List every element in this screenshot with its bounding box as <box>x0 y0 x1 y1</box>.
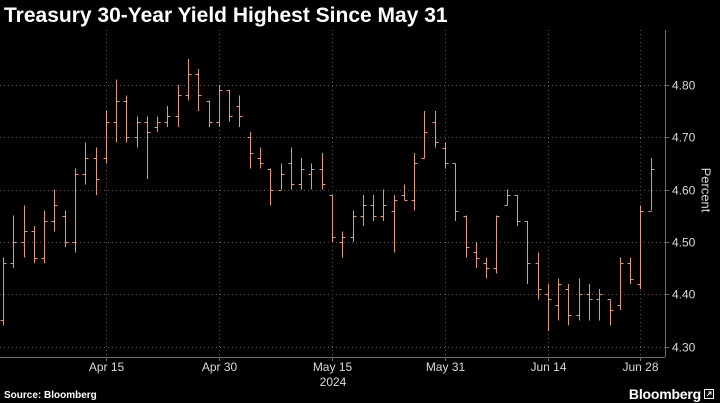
source-note: Source: Bloomberg <box>4 390 97 401</box>
y-tick-label: 4.70 <box>672 131 696 145</box>
ohlc-bar <box>565 283 572 326</box>
ohlc-bar <box>535 252 542 300</box>
ohlc-bar <box>103 111 110 164</box>
ohlc-bar <box>463 215 470 258</box>
axes <box>0 30 669 361</box>
ohlc-bar <box>0 257 7 326</box>
ohlc-bar <box>339 231 346 258</box>
axis-labels: 2024 Percent 4.30 4.40 4.50 4.60 4.70 4.80 Apr… <box>89 79 714 390</box>
ohlc-bar <box>123 95 130 143</box>
x-tick-label: Jun 14 <box>530 360 566 374</box>
ohlc-bar <box>175 84 182 127</box>
ohlc-bar <box>134 116 141 148</box>
ohlc-bar <box>113 79 120 143</box>
ohlc-bar <box>226 90 233 122</box>
x-tick-label: May 15 <box>313 360 353 374</box>
ohlc-bar <box>524 220 531 284</box>
ohlc-bar <box>257 147 264 169</box>
ohlc-bar <box>21 205 28 258</box>
ohlc-bar <box>493 215 500 274</box>
ohlc-bar <box>278 163 285 191</box>
ohlc-bar <box>421 111 428 159</box>
chart-title: Treasury 30-Year Yield Highest Since May… <box>4 4 448 27</box>
ohlc-bar <box>401 184 408 201</box>
gridlines <box>0 30 665 357</box>
ohlc-bar <box>617 257 624 310</box>
ohlc-bar <box>319 152 326 190</box>
bloomberg-logo: Bloomberg <box>629 386 714 402</box>
bloomberg-logo-text: Bloomberg <box>628 386 701 402</box>
x-axis-year-label: 2024 <box>320 375 347 389</box>
ohlc-bar <box>51 189 58 232</box>
ohlc-bar <box>236 95 243 127</box>
ohlc-bar <box>62 210 69 248</box>
ohlc-bar <box>154 116 161 133</box>
ohlc-bar <box>308 163 315 190</box>
ohlc-bar <box>93 147 100 195</box>
y-tick-label: 4.60 <box>672 184 696 198</box>
ohlc-bars <box>0 58 655 331</box>
ohlc-bar <box>329 194 336 242</box>
ohlc-bar <box>442 142 449 169</box>
x-tick-label: Jun 28 <box>622 360 658 374</box>
ohlc-bar <box>545 283 552 331</box>
ohlc-bar <box>206 100 213 127</box>
ohlc-bar <box>555 278 562 321</box>
ohlc-bar <box>72 168 79 253</box>
ohlc-bar <box>267 168 274 206</box>
x-tick-label: Apr 15 <box>89 360 125 374</box>
ohlc-bar <box>247 132 254 169</box>
y-tick-label: 4.50 <box>672 236 696 250</box>
y-axis-label: Percent <box>699 168 714 213</box>
external-link-icon <box>704 389 714 399</box>
y-tick-label: 4.80 <box>672 79 696 93</box>
ohlc-bar <box>391 194 398 253</box>
ohlc-bar <box>370 194 377 221</box>
ohlc-bar <box>31 226 38 263</box>
ohlc-bar <box>576 278 583 321</box>
ohlc-bar <box>380 189 387 221</box>
ohlc-bar <box>637 205 644 289</box>
ohlc-bar <box>411 152 418 211</box>
ohlc-bar <box>298 158 305 190</box>
ohlc-bar <box>596 288 603 321</box>
ohlc-bar <box>452 163 459 221</box>
ohlc-bar <box>185 58 192 101</box>
ohlc-bar <box>41 210 48 263</box>
ohlc-bar <box>164 105 171 127</box>
ohlc-bar <box>607 299 614 326</box>
ohlc-bar <box>432 111 439 148</box>
ohlc-bar <box>473 241 480 269</box>
y-tick-label: 4.40 <box>672 288 696 302</box>
ohlc-bar <box>504 189 511 206</box>
ohlc-bar <box>10 215 17 269</box>
ohlc-bar <box>195 69 202 112</box>
ohlc-bar <box>586 283 593 321</box>
ohlc-bar <box>483 257 490 279</box>
ohlc-bar <box>648 158 655 212</box>
ohlc-bar <box>514 194 521 227</box>
ohlc-bar <box>627 257 634 284</box>
ohlc-bar <box>144 116 151 180</box>
ohlc-bar <box>350 210 357 242</box>
ohlc-bar <box>288 147 295 190</box>
ohlc-bar <box>216 84 223 127</box>
ohlc-bar <box>360 194 367 227</box>
ohlc-bar <box>82 142 89 185</box>
x-tick-label: Apr 30 <box>202 360 238 374</box>
y-tick-label: 4.30 <box>672 341 696 355</box>
x-tick-label: May 31 <box>426 360 466 374</box>
